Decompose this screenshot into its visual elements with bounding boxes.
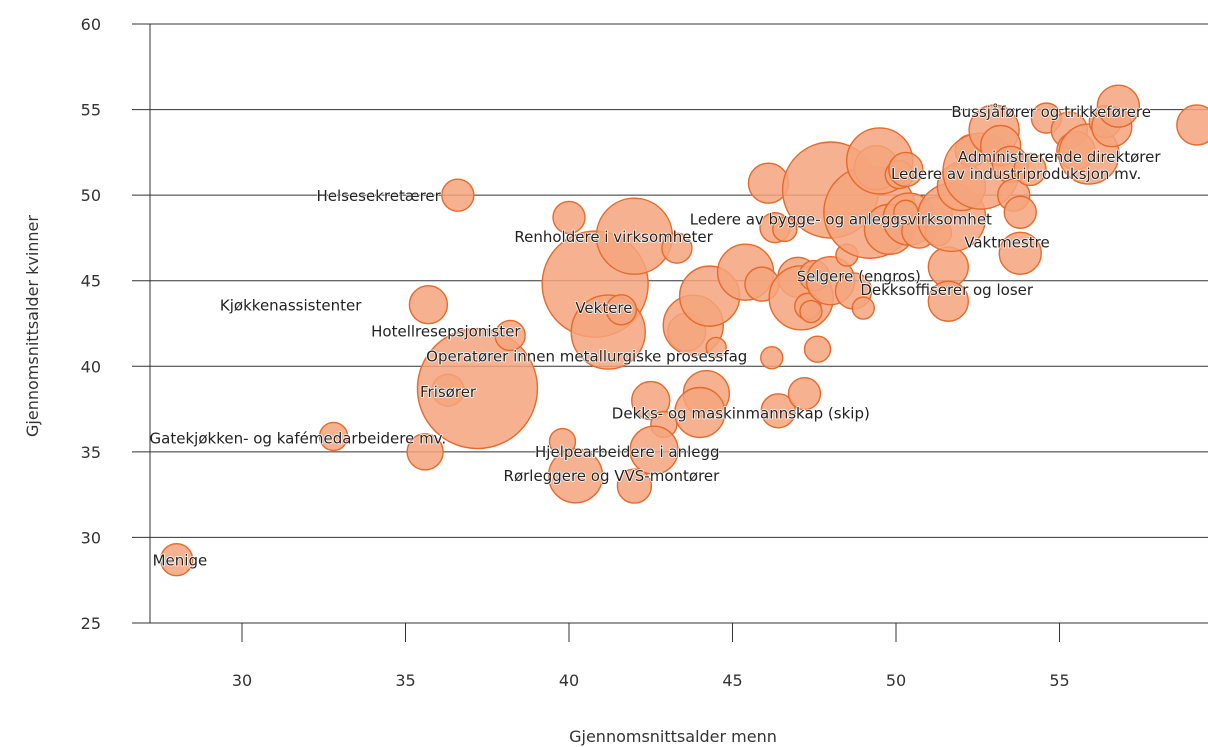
y-axis-title: Gjennomsnittsalder kvinner	[23, 215, 42, 437]
y-tick-label: 35	[81, 443, 101, 462]
bubble-label: Gatekjøkken- og kafémedarbeidere mv.	[150, 429, 447, 447]
bubble	[1176, 104, 1208, 146]
bubble-label: Dekksoffiserer og loser	[860, 281, 1034, 299]
bubble	[616, 468, 653, 504]
bubble-label: Kjøkkenassistenter	[220, 297, 362, 315]
bubble	[760, 393, 796, 429]
y-tick-label: 25	[81, 614, 101, 633]
bubble-label: Frisører	[420, 383, 477, 401]
bubble-label: Menige	[153, 552, 208, 570]
y-tick-label: 60	[81, 15, 101, 34]
bubble-labels: Menige Gatekjøkken- og kafémedarbeidere m…	[149, 102, 1162, 570]
bubble	[803, 335, 832, 363]
x-tick-label: 55	[1049, 671, 1069, 690]
bubble	[547, 448, 604, 504]
x-tick-label: 50	[886, 671, 906, 690]
bubble-label: Helsesekretærer	[316, 187, 441, 205]
bubble-label: Rørleggere og VVS-montører	[504, 467, 721, 485]
x-tick-label: 40	[559, 671, 579, 690]
bubble-label: Vektere	[575, 299, 632, 317]
bubble-label: Hotellresepsjonister	[371, 322, 521, 340]
bubble	[1096, 84, 1141, 128]
bubble	[998, 231, 1042, 276]
y-tick-label: 50	[81, 186, 101, 205]
bubble	[893, 199, 919, 225]
bubble	[629, 425, 679, 475]
bubble	[661, 232, 693, 264]
bubble	[494, 319, 526, 352]
bubble	[441, 178, 475, 212]
bubble-label: Renholdere i virksomheter	[514, 228, 713, 246]
bubble	[408, 284, 449, 325]
bubble-label: Administrerende direktører	[958, 148, 1161, 166]
bubble-label: Bussjåfører og trikkeførere	[951, 103, 1151, 121]
bubble	[406, 433, 444, 471]
bubble	[799, 299, 823, 324]
bubble	[674, 386, 726, 439]
x-tick-label: 30	[232, 671, 252, 690]
bubble	[318, 421, 349, 452]
y-tick-label: 40	[81, 357, 101, 376]
bubble	[927, 280, 970, 322]
bubble	[888, 151, 924, 188]
bubble-label: Dekks- og maskinmannskap (skip)	[612, 404, 870, 422]
bubbles	[159, 84, 1208, 577]
x-axis-title: Gjennomsnittsalder menn	[569, 727, 777, 746]
bubble	[631, 380, 671, 421]
bubble-label: Ledere av industriproduksjon mv.	[891, 165, 1141, 183]
bubble-label: Vaktmestre	[964, 233, 1049, 251]
y-tick-label: 45	[81, 272, 101, 291]
y-tick-label: 30	[81, 528, 101, 547]
x-tick-label: 45	[722, 671, 742, 690]
bubble-label: Selgere (engros)	[797, 268, 921, 286]
bubble	[851, 296, 875, 320]
bubble	[605, 294, 638, 326]
bubble	[705, 336, 727, 359]
bubble	[787, 376, 822, 411]
x-tick-label: 35	[395, 671, 415, 690]
y-tick-label: 55	[81, 101, 101, 120]
axes: 25 30 35 40 45 50 55 60 30 35 40 45 50 55	[81, 15, 1070, 690]
bubble	[416, 327, 539, 450]
bubble-label: Operatører innen metallurgiske prosessfa…	[426, 347, 747, 365]
bubble-label: Ledere av bygge- og anleggsvirksomhet	[690, 210, 992, 228]
bubble-label: Hjelpearbeidere i anlegg	[535, 443, 720, 461]
bubble	[1013, 152, 1047, 187]
bubble	[772, 216, 798, 243]
bubble	[159, 542, 194, 577]
bubble	[552, 200, 586, 235]
bubble	[1003, 195, 1037, 229]
bubble	[760, 346, 784, 370]
